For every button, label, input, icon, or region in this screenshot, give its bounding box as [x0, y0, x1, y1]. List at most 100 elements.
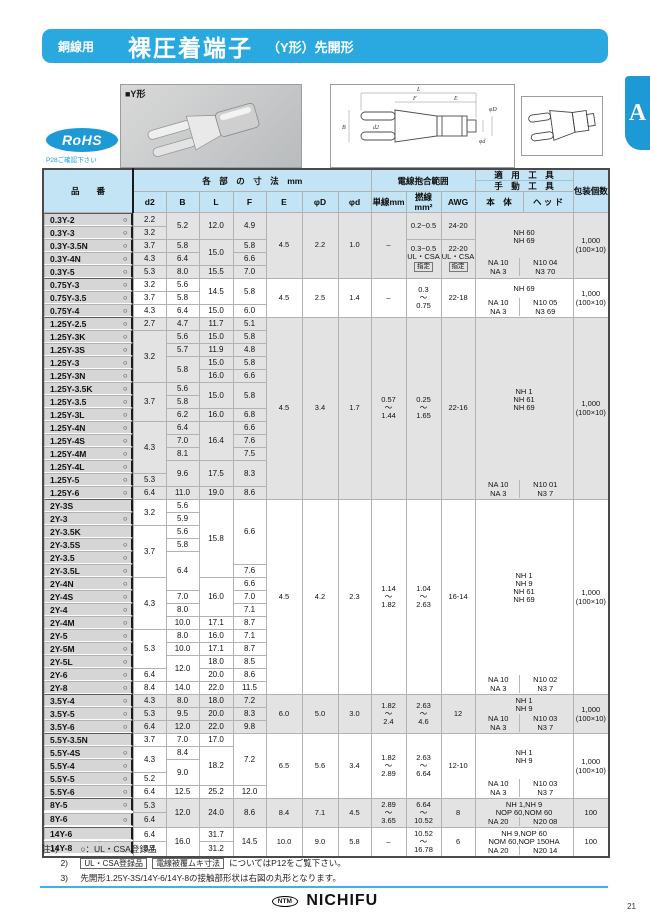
dim-cell: 5.6	[165, 277, 200, 292]
fork-outline-drawing	[528, 109, 596, 142]
spec-cell: 12-10	[440, 732, 476, 799]
svg-text:L: L	[416, 87, 421, 93]
part-no-cell: 2Y-3S	[44, 499, 133, 512]
ul-csa-mark: ○	[122, 293, 128, 302]
dim-cell: 5.3	[132, 797, 167, 813]
ul-csa-mark: ○	[122, 371, 128, 380]
dim-cell: 3.7	[132, 381, 167, 422]
spec-cell: 10.52 〜 16.78	[405, 826, 442, 857]
tool-cell: NH 60 NH 69 NA 10 N10 04 NA 3 N3 70	[474, 212, 574, 279]
dim-cell: 8.6	[232, 485, 267, 500]
ul-csa-mark: ○	[122, 423, 128, 432]
spec-cell: 8.4	[265, 797, 303, 828]
note-2: 2) UL・CSA登録品 電線被覆ムキ寸法 についてはP12をご覧下さい。	[60, 858, 346, 869]
dim-cell: 3.7	[132, 732, 167, 747]
shape-diagram	[521, 96, 603, 156]
dim-cell: 6.6	[232, 498, 267, 565]
dim-cell: 19.0	[198, 485, 234, 500]
spec-cell: 6.5	[265, 732, 303, 799]
dim-cell: 31.7	[198, 826, 234, 842]
dim-cell: 5.8	[232, 238, 267, 253]
dim-cell: 18.0	[198, 693, 234, 708]
part-no-cell: 14Y-8	[44, 841, 133, 855]
part-no-cell: 0.75Y-4 ○	[44, 304, 133, 317]
ul-csa-mark: ○	[122, 553, 128, 562]
part-no-cell: 3.5Y-6 ○	[44, 720, 133, 733]
dim-cell: 6.6	[232, 368, 267, 383]
qty-cell: 100	[572, 797, 610, 828]
dim-cell: 8.1	[165, 446, 200, 461]
ul-csa-mark: ○	[122, 814, 128, 824]
spec-cell: 22-18	[440, 277, 476, 318]
ul-csa-mark: ○	[122, 644, 128, 653]
col-solid-wire: 単線mm	[370, 191, 407, 213]
ul-csa-mark: ○	[122, 319, 128, 328]
dim-cell: 24.0	[198, 797, 234, 828]
dim-cell: 6.8	[232, 407, 267, 422]
dim-cell: 16.4	[198, 420, 234, 461]
spec-cell: 6	[440, 826, 476, 857]
dim-cell: 7.2	[232, 693, 267, 708]
col-l: L	[198, 191, 234, 213]
dim-cell: 31.2	[198, 840, 234, 858]
dim-cell: 6.6	[232, 420, 267, 435]
dim-cell: 3.7	[132, 238, 167, 253]
dim-cell: 15.8	[198, 498, 234, 578]
dim-cell: 15.0	[198, 381, 234, 409]
spec-cell: –	[370, 212, 407, 279]
dim-cell: 15.0	[198, 238, 234, 266]
ul-csa-mark: ○	[122, 579, 128, 588]
dim-cell: 12.0	[165, 797, 200, 828]
ul-csa-mark: ○	[122, 514, 128, 523]
dim-cell: 3.7	[132, 524, 167, 578]
dim-cell: 8.0	[165, 628, 200, 643]
spec-cell: 22-20 UL・CSA 指定	[440, 238, 476, 279]
ul-csa-mark: ○	[122, 267, 128, 276]
ul-csa-mark: ○	[122, 449, 128, 458]
spec-cell: 12	[440, 693, 476, 734]
part-no-cell: 2Y-4S ○	[44, 590, 133, 603]
dim-cell: 6.4	[132, 812, 167, 828]
spec-cell: 0.25 〜 1.65	[405, 316, 442, 500]
part-no-cell: 2Y-3.5S ○	[44, 538, 133, 551]
dim-cell: 17.1	[198, 641, 234, 656]
part-no-cell: 14Y-6	[44, 827, 133, 840]
dim-cell: 6.4	[132, 485, 167, 500]
part-no-cell: 1.25Y-3K ○	[44, 330, 133, 343]
dim-cell: 16.0	[198, 368, 234, 383]
ul-csa-mark: ○	[122, 306, 128, 315]
dimension-drawing: L F E B d2 φd φD	[342, 87, 497, 145]
spec-cell: 3.0	[337, 693, 372, 734]
dim-cell: 5.8	[232, 329, 267, 344]
spec-cell: 0.2~0.5	[405, 212, 442, 240]
spec-cell: 0.3 〜 0.75	[405, 277, 442, 318]
dim-cell: 5.8	[232, 381, 267, 409]
col-wire-range: 電線抱合範囲	[370, 168, 476, 192]
col-phi-d: φd	[337, 191, 372, 213]
qty-cell: 1,000 (100×10)	[572, 277, 610, 318]
part-no-cell: 5.5Y-5 ○	[44, 772, 133, 785]
ul-csa-mark: ○	[122, 670, 128, 679]
qty-cell: 1,000 (100×10)	[572, 316, 610, 500]
spec-cell: 4.5	[265, 212, 303, 279]
spec-cell: 1.04 〜 2.63	[405, 498, 442, 695]
dim-cell: 3.2	[132, 277, 167, 292]
ntm-mark: NTM	[271, 895, 298, 907]
rohs-logo: RoHS	[46, 128, 118, 152]
part-no-cell: 1.25Y-4S ○	[44, 434, 133, 447]
tool-cell: NH 1 NH 9 NA 10 N10 03 NA 3 N3 7	[474, 693, 574, 734]
dim-cell: 14.5	[232, 826, 267, 857]
part-no-cell: 5.5Y-6 ○	[44, 785, 133, 798]
dim-cell: 7.0	[165, 589, 200, 604]
ul-csa-mark: ○	[122, 410, 128, 419]
svg-text:φd: φd	[479, 139, 486, 145]
dim-cell: 2.7	[132, 316, 167, 331]
dim-cell: 6.4	[132, 784, 167, 799]
dim-cell: 7.2	[232, 732, 267, 786]
dim-cell: 3.2	[132, 225, 167, 240]
tool-cell: NH 1 NH 9 NA 10 N10 03 NA 3 N3 7	[474, 732, 574, 799]
spec-cell: 5.6	[301, 732, 339, 799]
ul-csa-mark: ○	[122, 228, 128, 237]
company-logo: NTM NICHIFU	[0, 892, 650, 910]
ul-csa-mark: ○	[122, 722, 128, 731]
